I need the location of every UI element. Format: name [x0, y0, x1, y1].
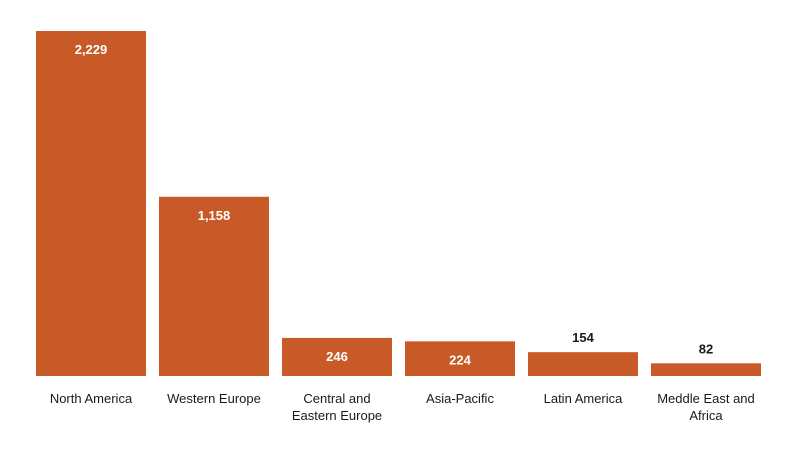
value-labels-group: 2,229 1,158 246 224 154 82: [75, 42, 714, 367]
bar-1: [36, 31, 146, 376]
category-label-2: Western Europe: [167, 391, 261, 406]
category-label-1: North America: [50, 391, 133, 406]
category-label-3: Central and Eastern Europe: [292, 391, 382, 423]
category-label-line: North America: [50, 391, 133, 406]
category-label-6: Meddle East and Africa: [657, 391, 755, 423]
value-label-3: 246: [326, 349, 348, 364]
category-labels-group: North America Western Europe Central and Ea…: [50, 391, 755, 423]
category-label-line: Meddle East and: [657, 391, 755, 406]
bar-2: [159, 196, 269, 376]
category-label-line: Africa: [689, 408, 723, 423]
bar-5: [528, 352, 638, 376]
value-label-1: 2,229: [75, 42, 108, 57]
value-label-5: 154: [572, 330, 594, 345]
bar-4: [405, 341, 515, 376]
bar-3: [282, 337, 392, 376]
category-label-line: Latin America: [544, 391, 624, 406]
category-label-line: Central and: [303, 391, 370, 406]
value-label-2: 1,158: [198, 208, 231, 223]
category-label-line: Asia-Pacific: [426, 391, 494, 406]
value-label-4: 224: [449, 352, 471, 367]
category-label-4: Asia-Pacific: [426, 391, 494, 406]
bars-group: [36, 31, 761, 376]
category-label-5: Latin America: [544, 391, 624, 406]
bar-6: [651, 363, 761, 376]
category-label-line: Eastern Europe: [292, 408, 382, 423]
value-label-6: 82: [699, 341, 713, 356]
category-label-line: Western Europe: [167, 391, 261, 406]
